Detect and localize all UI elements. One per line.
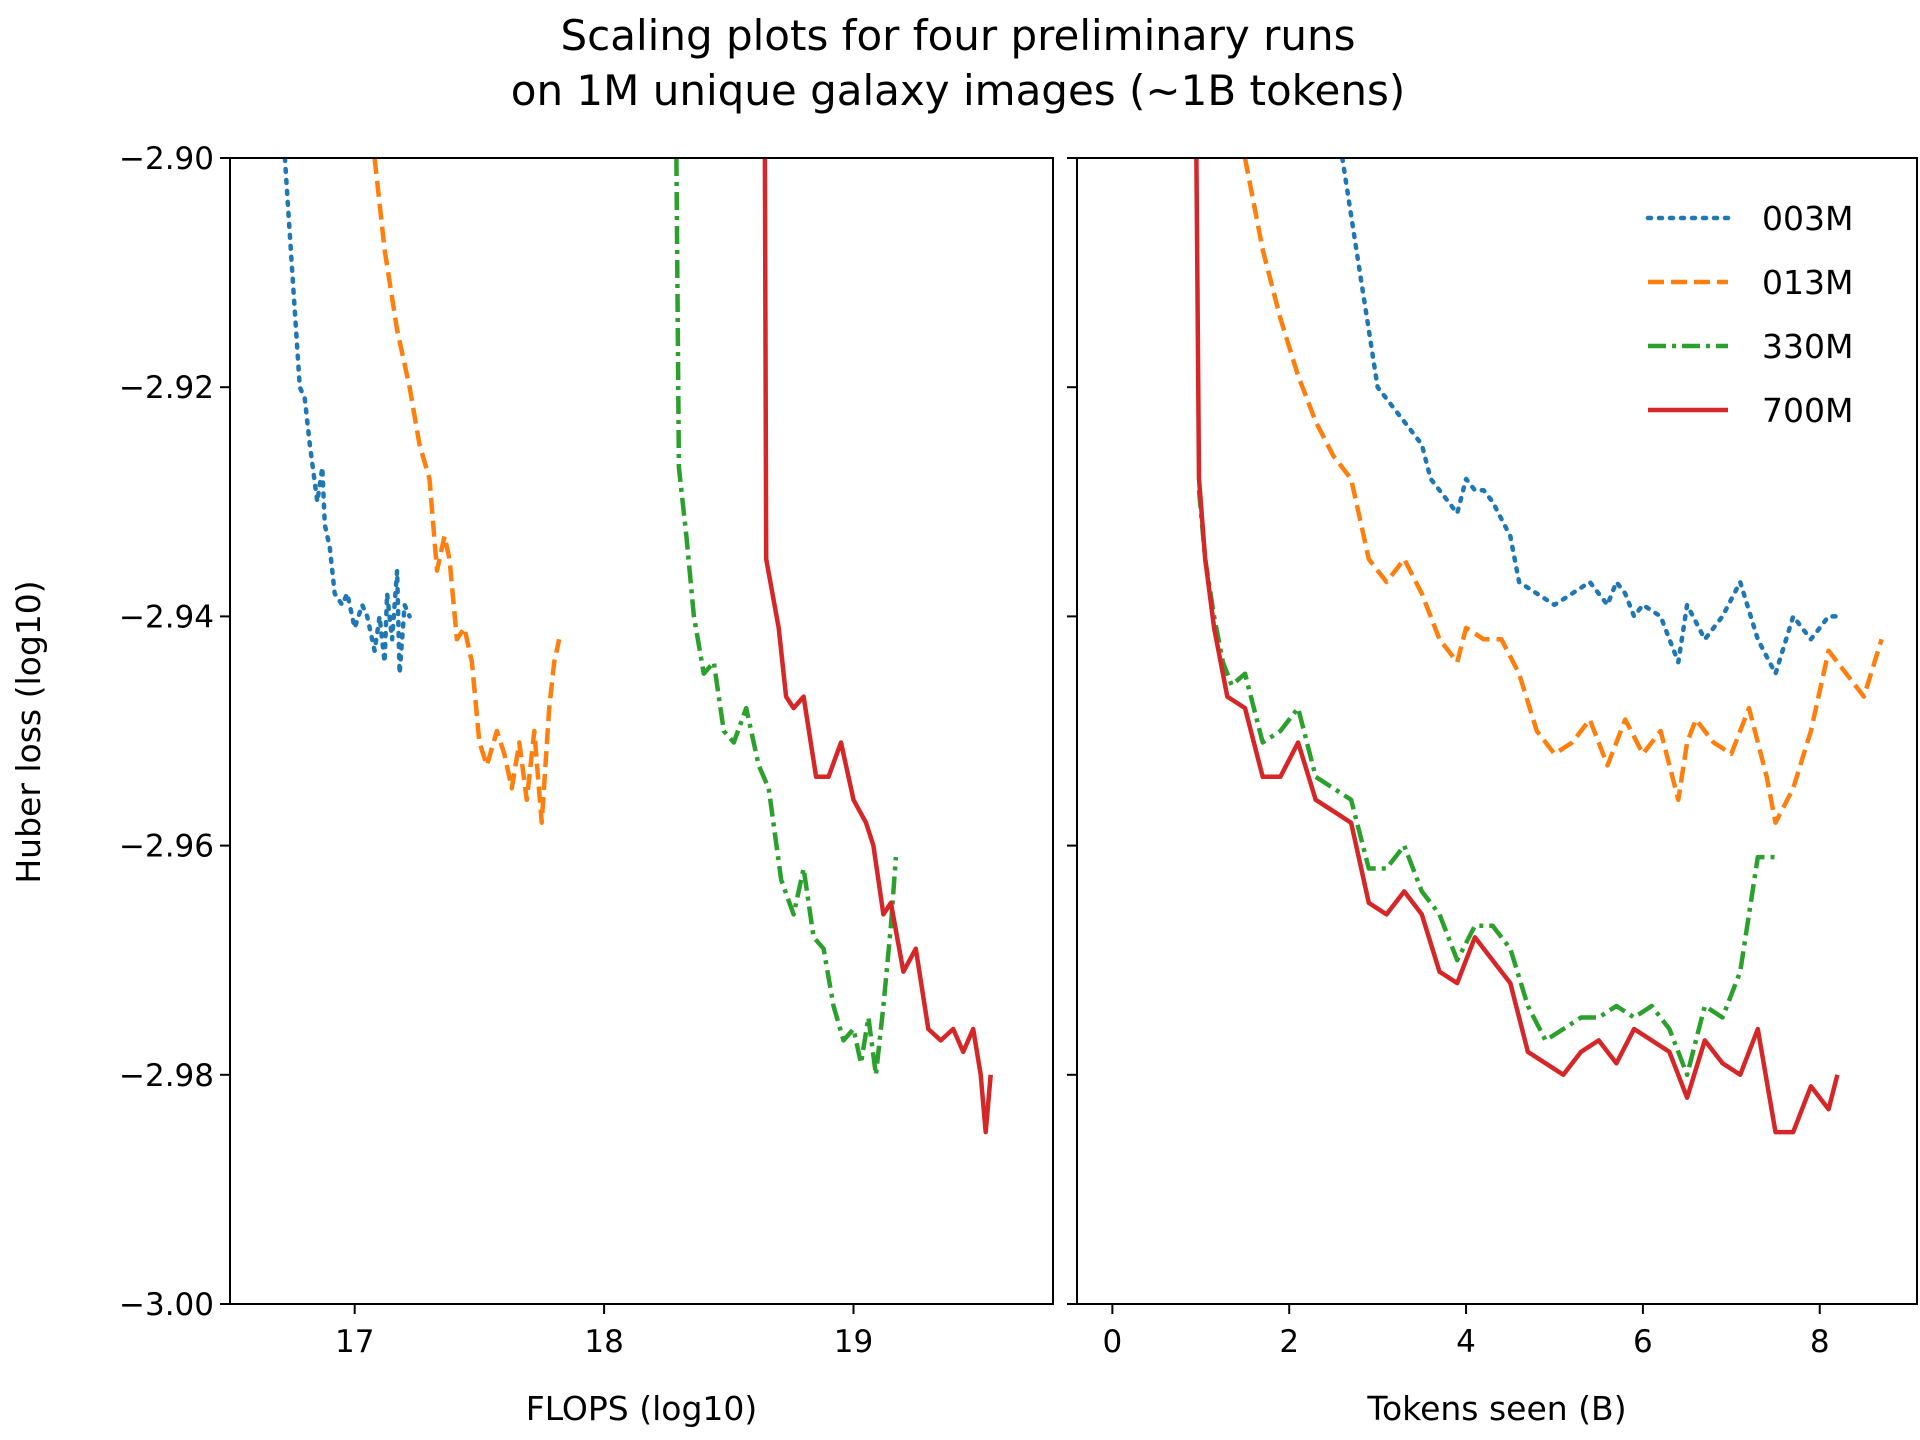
tokens-panel: 0 2 4 6 8 Tokens seen (B) 003M 013M 330M 700M (1067, 157, 1918, 1428)
flops-series-group (282, 158, 993, 1135)
flops-axes-frame (229, 157, 1054, 1305)
flops-panel: 17 18 19 −2.90 −2.92 −2.94 −2.96 −2.98 −3.00 FLOP… (119, 141, 1054, 1428)
legend-label-700M: 700M (1762, 391, 1853, 430)
flops-y-tick-label-4: −2.98 (119, 1058, 214, 1094)
flops-y-tick-label-2: −2.94 (119, 599, 214, 635)
legend-label-013M: 013M (1762, 263, 1853, 302)
flops-series-700M (762, 158, 993, 1135)
flops-x-axis-label: FLOPS (log10) (526, 1389, 758, 1428)
tokens-series-003M (1340, 158, 1840, 676)
tokens-axes-frame (1076, 157, 1918, 1305)
tokens-x-axis-label: Tokens seen (B) (1366, 1389, 1626, 1428)
figure-title-line-2: on 1M unique galaxy images (~1B tokens) (511, 66, 1405, 115)
tokens-series-013M (1242, 158, 1884, 825)
flops-series-330M (674, 158, 899, 1078)
tokens-series-700M (1194, 158, 1840, 1135)
flops-x-tick-label-18: 18 (584, 1324, 623, 1360)
tokens-x-tick-label-4: 4 (1456, 1324, 1476, 1360)
tokens-x-tick-label-0: 0 (1103, 1324, 1123, 1360)
flops-y-tick-label-0: −2.90 (119, 141, 214, 177)
legend: 003M 013M 330M 700M (1645, 199, 1853, 430)
flops-series-013M (372, 158, 562, 825)
figure-title-line-1: Scaling plots for four preliminary runs (561, 11, 1356, 60)
legend-label-330M: 330M (1762, 327, 1853, 366)
flops-y-tick-label-3: −2.96 (119, 829, 214, 865)
tokens-x-tick-label-8: 8 (1810, 1324, 1830, 1360)
tokens-series-330M (1196, 490, 1776, 1078)
tokens-x-tick-label-6: 6 (1633, 1324, 1653, 1360)
y-axis-label: Huber loss (log10) (9, 580, 48, 883)
flops-x-tick-label-19: 19 (834, 1324, 873, 1360)
tokens-series-group (1194, 158, 1884, 1135)
flops-series-003M (282, 158, 412, 676)
flops-y-tick-label-5: −3.00 (119, 1287, 214, 1323)
tokens-x-tick-label-2: 2 (1279, 1324, 1299, 1360)
flops-x-tick-label-17: 17 (335, 1324, 374, 1360)
legend-label-003M: 003M (1762, 199, 1853, 238)
flops-y-tick-label-1: −2.92 (119, 370, 214, 406)
